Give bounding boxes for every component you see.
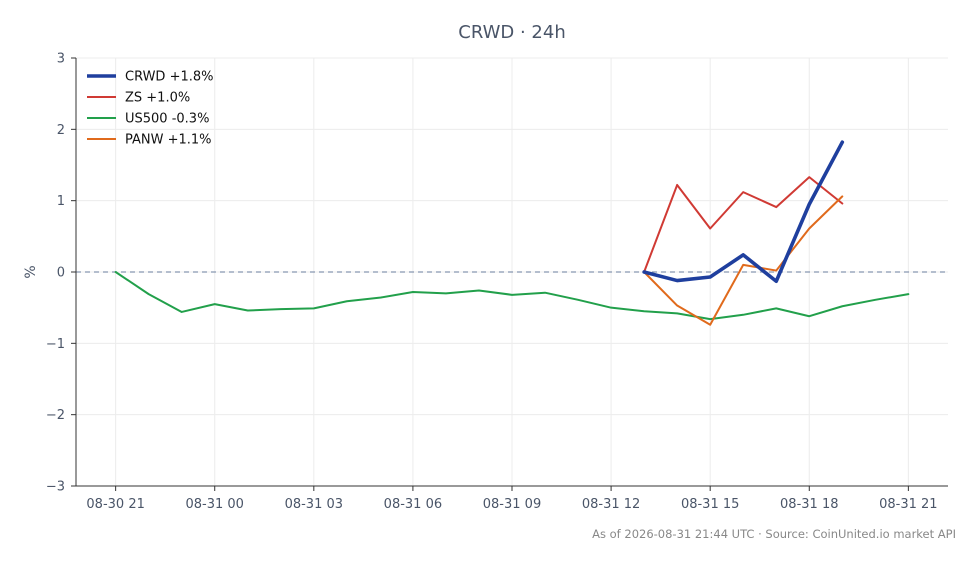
series-line-crwd — [642, 140, 845, 284]
x-tick-label-2: 08-31 03 — [285, 497, 343, 512]
x-tick-label-6: 08-31 15 — [681, 497, 739, 512]
y-axis-ticks: −3 −2 −1 0 1 2 3 — [46, 52, 76, 495]
x-axis-ticks: 08-30 21 08-31 00 08-31 03 08-31 06 08-31 09… — [86, 486, 938, 512]
series-line-panw — [643, 195, 844, 326]
y-tick-label-0: −3 — [46, 480, 65, 495]
x-tick-label-0: 08-30 21 — [86, 497, 144, 512]
series-line-zs — [643, 176, 844, 273]
y-tick-label-2: −1 — [46, 337, 65, 352]
y-tick-label-3: 0 — [57, 266, 65, 281]
y-tick-label-1: −2 — [46, 408, 65, 423]
x-tick-label-8: 08-31 21 — [879, 497, 937, 512]
chart-title: CRWD · 24h — [458, 22, 565, 43]
y-tick-label-6: 3 — [57, 52, 65, 67]
legend-label-us500: US500 -0.3% — [125, 112, 209, 127]
legend-label-zs: ZS +1.0% — [125, 91, 190, 106]
series-lines — [114, 140, 910, 326]
x-tick-label-3: 08-31 06 — [384, 497, 442, 512]
x-tick-label-1: 08-31 00 — [186, 497, 244, 512]
y-tick-label-4: 1 — [57, 194, 65, 209]
x-tick-label-4: 08-31 09 — [483, 497, 541, 512]
x-tick-label-5: 08-31 12 — [582, 497, 640, 512]
footer-source-note: As of 2026-08-31 21:44 UTC · Source: Coi… — [592, 527, 956, 541]
y-axis-label: % — [23, 265, 39, 278]
legend-label-panw: PANW +1.1% — [125, 133, 212, 148]
legend-label-crwd: CRWD +1.8% — [125, 70, 214, 85]
y-tick-label-5: 2 — [57, 123, 65, 138]
legend: CRWD +1.8% ZS +1.0% US500 -0.3% PANW +1.1% — [87, 70, 214, 148]
series-line-us500 — [114, 271, 910, 321]
x-tick-label-7: 08-31 18 — [780, 497, 838, 512]
